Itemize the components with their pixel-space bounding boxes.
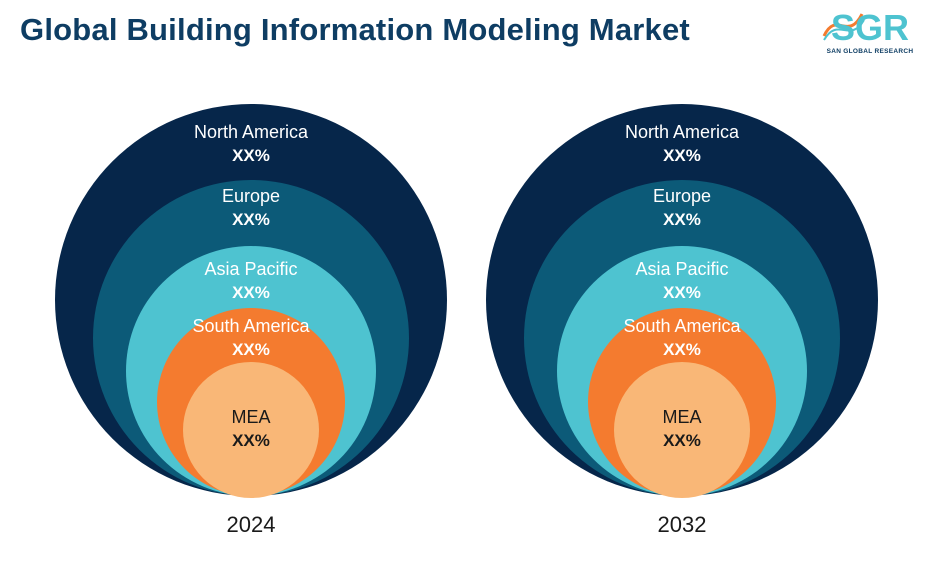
segment-label: Asia Pacific XX% [582,257,782,305]
segment-label: MEA XX% [151,405,351,453]
segment-name: Asia Pacific [635,259,729,279]
segment-value: XX% [232,146,270,165]
segment-name: South America [623,316,741,336]
segment-name: Asia Pacific [204,259,298,279]
year-label: 2032 [657,512,707,537]
segment-value: XX% [663,210,701,229]
year-label: 2024 [226,512,276,537]
segment-label: North America XX% [582,120,782,168]
sgr-logo: SGR SAN GLOBAL RESEARCH [818,6,922,58]
segment-name: North America [624,122,740,142]
segment-value: XX% [232,210,270,229]
segment-label: South America XX% [151,314,351,362]
segment-label: North America XX% [151,120,351,168]
segment-name: Europe [221,186,281,206]
segment-label: Europe XX% [582,184,782,232]
segment-value: XX% [663,146,701,165]
segment-value: XX% [663,431,701,450]
segment-label: MEA XX% [582,405,782,453]
segment-label: South America XX% [582,314,782,362]
segment-name: North America [193,122,309,142]
segment-name: South America [192,316,310,336]
logo-mark: SGR [831,7,909,48]
segment-name: Europe [652,186,712,206]
segment-value: XX% [232,283,270,302]
segment-value: XX% [232,431,270,450]
segment-label: Europe XX% [151,184,351,232]
segment-value: XX% [663,283,701,302]
page-title: Global Building Information Modeling Mar… [20,12,690,47]
ring-mea [183,362,319,498]
logo-subtitle: SAN GLOBAL RESEARCH [826,48,914,55]
segment-name: MEA [662,407,702,427]
segment-label: Asia Pacific XX% [151,257,351,305]
ring-mea [614,362,750,498]
segment-name: MEA [231,407,271,427]
segment-value: XX% [232,340,270,359]
segment-value: XX% [663,340,701,359]
